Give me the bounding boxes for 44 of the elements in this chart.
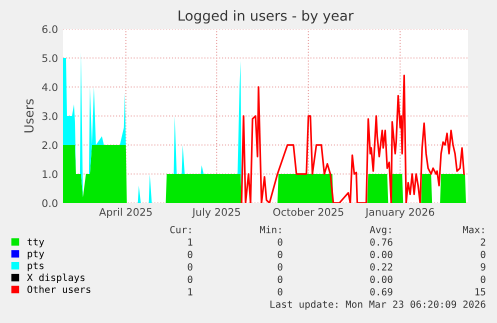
legend-label: pts: [28, 262, 44, 272]
text: 0: [278, 238, 282, 246]
legend-label: pty: [28, 250, 44, 260]
text: 0.22: [370, 263, 392, 271]
text: Avg:: [370, 226, 391, 236]
line-series: [240, 74, 465, 203]
text: 0.00: [370, 250, 392, 258]
text: Max:: [462, 226, 484, 234]
text: 0: [188, 263, 192, 271]
text: 0: [188, 250, 192, 258]
y-axis-title: Users: [24, 99, 34, 132]
text: 0.76: [370, 238, 392, 246]
x-tick-label: April 2025: [99, 208, 152, 218]
x-tick-label: October 2025: [273, 208, 344, 216]
text: 0: [188, 276, 192, 284]
chart-title: Logged in users - by year: [178, 10, 354, 24]
text: 0: [278, 288, 282, 296]
text: 9: [480, 263, 486, 271]
text: 1: [188, 288, 192, 296]
y-tick-label: 2.0: [42, 141, 58, 150]
legend-label: Other users: [27, 286, 90, 294]
text: 0: [480, 276, 486, 284]
text: 0: [278, 250, 282, 258]
text: 0: [278, 263, 282, 271]
text: Last update: Mon Mar 23 06:20:09 2026: [270, 300, 486, 310]
text: 0: [278, 276, 282, 284]
y-tick-label: 3.0: [42, 112, 58, 120]
text: 2: [480, 238, 486, 246]
text: 0: [480, 250, 486, 258]
text: 15: [475, 288, 486, 296]
text: Cur:: [170, 226, 191, 234]
y-tick-label: 4.0: [42, 83, 58, 92]
x-tick-label: January 2026: [364, 208, 434, 218]
text: 0.00: [370, 276, 392, 284]
x-tick-label: July 2025: [192, 208, 240, 218]
legend-label: X displays: [26, 274, 84, 284]
y-tick-label: 5.0: [42, 54, 58, 62]
y-tick-label: 1.0: [42, 170, 58, 178]
text: Min:: [260, 226, 281, 234]
text: 1: [188, 238, 192, 246]
text: 0.69: [370, 288, 392, 296]
y-tick-label: 6.0: [42, 25, 58, 34]
y-tick-label: 0.0: [42, 199, 58, 208]
legend-label: tty: [28, 238, 44, 248]
